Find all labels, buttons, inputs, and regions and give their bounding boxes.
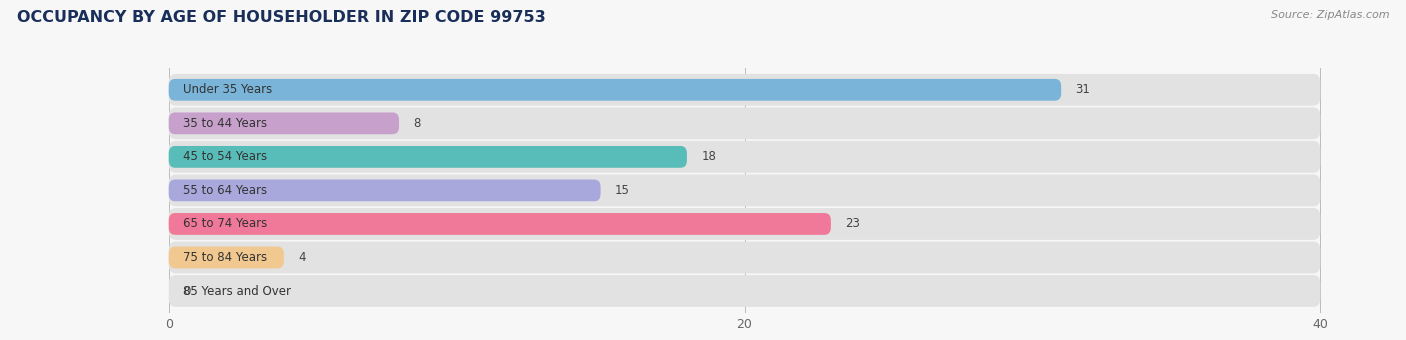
FancyBboxPatch shape <box>169 241 1320 273</box>
FancyBboxPatch shape <box>169 74 1320 106</box>
Text: Source: ZipAtlas.com: Source: ZipAtlas.com <box>1271 10 1389 20</box>
Text: 65 to 74 Years: 65 to 74 Years <box>183 218 267 231</box>
Text: 35 to 44 Years: 35 to 44 Years <box>183 117 267 130</box>
FancyBboxPatch shape <box>169 146 688 168</box>
FancyBboxPatch shape <box>169 213 831 235</box>
Text: 75 to 84 Years: 75 to 84 Years <box>183 251 267 264</box>
Text: 31: 31 <box>1076 83 1091 96</box>
FancyBboxPatch shape <box>169 246 284 268</box>
Text: OCCUPANCY BY AGE OF HOUSEHOLDER IN ZIP CODE 99753: OCCUPANCY BY AGE OF HOUSEHOLDER IN ZIP C… <box>17 10 546 25</box>
Text: 15: 15 <box>614 184 630 197</box>
FancyBboxPatch shape <box>169 275 1320 307</box>
Text: 23: 23 <box>845 218 860 231</box>
Text: 55 to 64 Years: 55 to 64 Years <box>183 184 267 197</box>
FancyBboxPatch shape <box>169 174 1320 206</box>
FancyBboxPatch shape <box>169 141 1320 173</box>
Text: 45 to 54 Years: 45 to 54 Years <box>183 150 267 163</box>
Text: 4: 4 <box>298 251 305 264</box>
Text: 8: 8 <box>413 117 420 130</box>
FancyBboxPatch shape <box>169 107 1320 139</box>
Text: Under 35 Years: Under 35 Years <box>183 83 273 96</box>
FancyBboxPatch shape <box>169 113 399 134</box>
Text: 85 Years and Over: 85 Years and Over <box>183 285 291 298</box>
Text: 0: 0 <box>183 285 190 298</box>
FancyBboxPatch shape <box>169 180 600 201</box>
Text: 18: 18 <box>702 150 716 163</box>
FancyBboxPatch shape <box>169 79 1062 101</box>
FancyBboxPatch shape <box>169 208 1320 240</box>
